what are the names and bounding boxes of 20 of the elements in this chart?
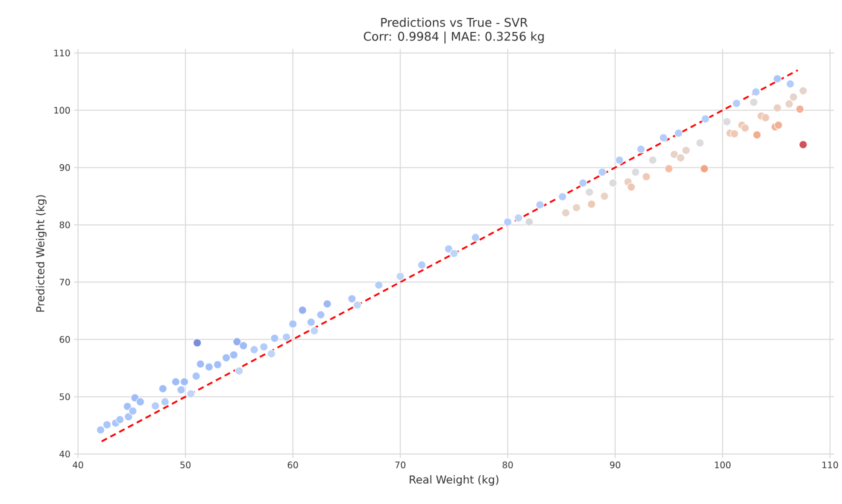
y-tick-label: 80 (60, 221, 70, 228)
y-tick-label: 60 (60, 336, 70, 343)
x-tick-label: 60 (288, 462, 298, 468)
x-tick-label: 90 (610, 462, 620, 468)
x-tick-label: 50 (180, 462, 191, 468)
y-tick-label: 100 (54, 106, 70, 114)
x-tick-label: 100 (715, 462, 731, 468)
chart-subtitle: Corr: 0.9984 | MAE: 0.3256 kg (364, 32, 544, 44)
x-axis-title: Real Weight (kg) (410, 475, 498, 486)
chart-title: Predictions vs True - SVR (381, 18, 528, 27)
y-tick-label: 50 (60, 393, 70, 400)
y-tick-label: 70 (60, 278, 70, 286)
x-tick-label: 110 (822, 462, 838, 468)
x-tick-label: 70 (395, 462, 406, 468)
y-axis-title: Predicted Weight (kg) (36, 195, 47, 312)
y-tick-label: 40 (60, 450, 70, 458)
y-tick-label: 110 (54, 50, 70, 56)
y-tick-label: 90 (60, 164, 70, 171)
x-tick-label: 40 (72, 462, 84, 468)
x-tick-label: 80 (502, 462, 513, 468)
